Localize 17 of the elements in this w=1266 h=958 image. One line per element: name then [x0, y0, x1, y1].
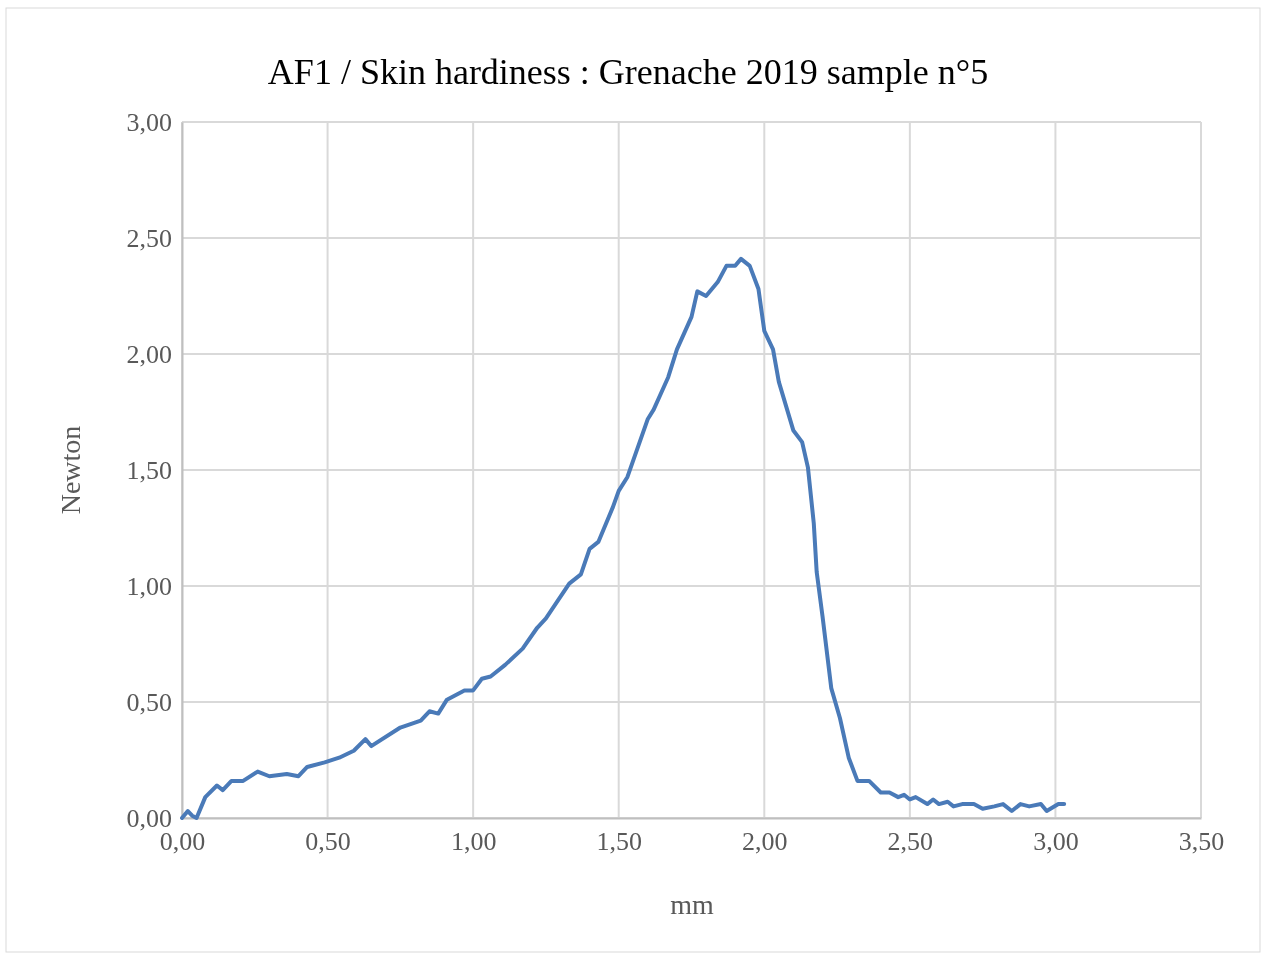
x-tick-label: 1,00	[450, 827, 497, 857]
chart-title: AF1 / Skin hardiness : Grenache 2019 sample n°5	[267, 52, 989, 92]
x-tick-label: 2,00	[742, 827, 788, 857]
x-tick-label: 1,50	[596, 827, 642, 857]
x-tick-label: 3,50	[1178, 827, 1225, 857]
y-tick-label: 0,50	[126, 687, 172, 717]
y-tick-label: 3,00	[126, 107, 172, 137]
y-tick-label: 2,50	[126, 223, 172, 253]
line-series	[180, 256, 1067, 820]
y-tick-label: 2,00	[126, 339, 172, 369]
y-tick-label: 1,00	[126, 571, 172, 601]
x-tick-label: 0,50	[305, 827, 351, 857]
y-axis-title: Newton	[55, 425, 86, 515]
x-axis-title: mm	[670, 889, 714, 920]
x-tick-label: 3,00	[1033, 827, 1079, 857]
x-tick-label: 2,50	[887, 827, 934, 857]
y-tick-label: 1,50	[126, 455, 172, 485]
